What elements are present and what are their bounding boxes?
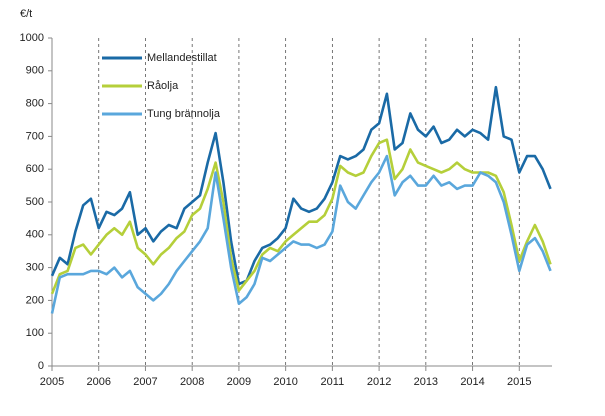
x-tick-label: 2015 [507, 376, 531, 388]
x-tick-label: 2013 [414, 376, 438, 388]
y-tick-label: 100 [26, 327, 44, 339]
x-tick-label: 2010 [273, 376, 297, 388]
y-tick-label: 400 [26, 229, 44, 241]
x-tick-label: 2011 [321, 376, 345, 388]
x-tick-label: 2005 [40, 376, 64, 388]
series-line [50, 138, 552, 295]
x-tick-label: 2009 [227, 376, 251, 388]
legend-label: Mellandestillat [147, 52, 217, 64]
y-tick-label: 700 [26, 130, 44, 142]
y-axis-label: €/t [20, 8, 32, 20]
y-tick-label: 500 [26, 196, 44, 208]
legend-label: Råolja [147, 80, 179, 92]
x-tick-label: 2012 [367, 376, 391, 388]
y-tick-label: 900 [26, 65, 44, 77]
y-tick-label: 200 [26, 294, 44, 306]
legend-label: Tung brännolja [147, 108, 221, 120]
series-line [50, 154, 552, 314]
x-tick-label: 2007 [133, 376, 157, 388]
y-tick-label: 300 [26, 262, 44, 274]
x-tick-label: 2014 [460, 376, 484, 388]
series-line [50, 85, 552, 286]
x-tick-label: 2006 [86, 376, 110, 388]
y-tick-label: 800 [26, 98, 44, 110]
y-tick-label: 0 [38, 360, 44, 372]
y-tick-label: 600 [26, 163, 44, 175]
y-tick-label: 1000 [20, 32, 44, 44]
x-tick-label: 2008 [180, 376, 204, 388]
